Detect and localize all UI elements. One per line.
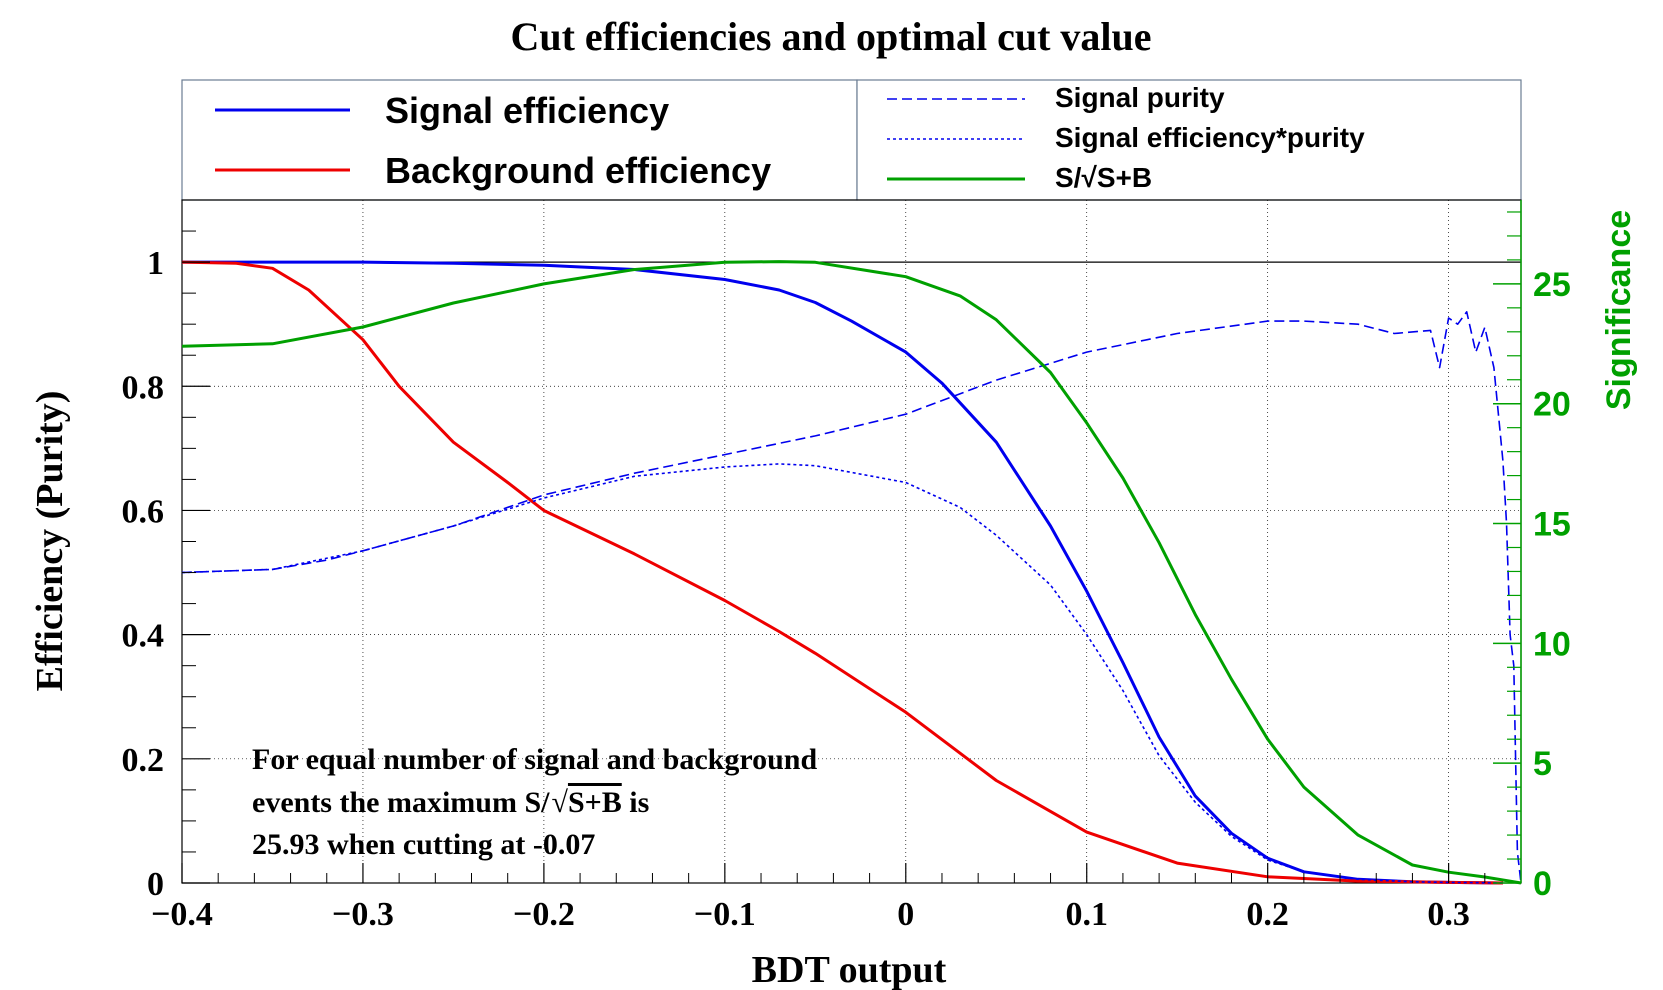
legend-label-efficiency-purity: Signal efficiency*purity <box>1055 122 1365 153</box>
y2-tick-label: 5 <box>1533 745 1552 783</box>
x-tick-label: −0.2 <box>513 896 575 933</box>
legend-left-box <box>181 79 858 201</box>
y2-tick-label: 20 <box>1533 386 1571 424</box>
y2-tick-label: 25 <box>1533 266 1571 304</box>
annotation-line-2: events the maximum S/√S+B is <box>252 786 649 819</box>
axes: −0.4 −0.3 −0.2 −0.1 0 0.1 0.2 0.3 0 0.2 0.4 0.6 0.8 1… <box>122 199 1571 933</box>
plot-frame <box>181 199 1522 884</box>
x-tick-label: 0.3 <box>1427 896 1470 933</box>
series-line-3 <box>181 463 1503 884</box>
y2-axis-label: Significance <box>1600 210 1638 410</box>
x-tick-label: 0.1 <box>1065 896 1108 933</box>
series-group <box>181 260 1522 885</box>
grid <box>182 200 1521 883</box>
y-tick-label: 0 <box>147 866 164 903</box>
y2-tick-label: 15 <box>1533 506 1571 544</box>
x-tick-label: −0.1 <box>694 896 756 933</box>
chart-title: Cut efficiencies and optimal cut value <box>510 14 1151 59</box>
annotation-line-2c: is <box>622 786 650 819</box>
annotation-sqrt-symbol: √ <box>551 786 568 819</box>
legend-label-signal-purity: Signal purity <box>1055 82 1225 113</box>
x-tick-label: 0.2 <box>1246 896 1289 933</box>
annotation-line-3: 25.93 when cutting at -0.07 <box>252 828 595 861</box>
x-tick-label: −0.4 <box>151 896 213 933</box>
y-tick-label: 1 <box>147 245 164 282</box>
y-tick-label: 0.6 <box>122 493 165 530</box>
annotation-line-2a: events the maximum S/ <box>252 786 550 819</box>
x-tick-label: −0.3 <box>332 896 394 933</box>
x-tick-label: 0 <box>897 896 914 933</box>
y-tick-label: 0.2 <box>122 742 165 779</box>
series-line-2 <box>181 310 1522 884</box>
annotation-line-2b: S+B <box>568 786 622 819</box>
y2-tick-label: 0 <box>1533 865 1552 903</box>
legend-label-significance: S/√S+B <box>1055 162 1152 193</box>
annotation-line-1: For equal number of signal and backgroun… <box>252 743 817 776</box>
y-tick-label: 0.4 <box>122 618 165 655</box>
y2-tick-label: 10 <box>1533 625 1571 663</box>
y-tick-label: 0.8 <box>122 369 165 406</box>
series-line-1 <box>181 260 1503 885</box>
series-line-4 <box>181 260 1522 885</box>
y-axis-label: Efficiency (Purity) <box>29 391 71 692</box>
x-axis-label: BDT output <box>752 949 947 990</box>
legend-label-signal-efficiency: Signal efficiency <box>385 90 669 131</box>
legend-label-background-efficiency: Background efficiency <box>385 150 771 191</box>
